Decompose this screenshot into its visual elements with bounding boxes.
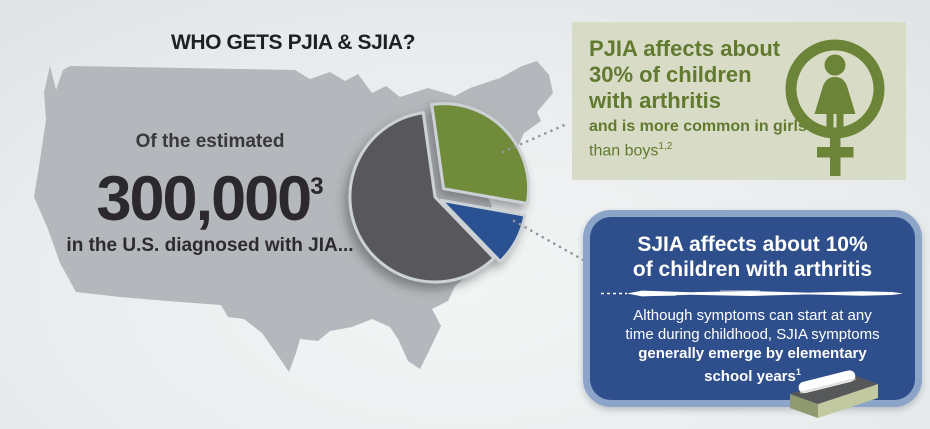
sjia-heading-line1: SJIA affects about 10% — [637, 233, 868, 256]
map-callout-caption: in the U.S. diagnosed with JIA... — [66, 235, 354, 256]
sjia-heading-line2: of children with arthritis — [632, 258, 873, 281]
chalk-eraser-icon — [790, 370, 878, 418]
sjia-callout-box: SJIA affects about 10% of children with … — [583, 210, 922, 407]
pjia-heading-line1: PJIA affects about — [589, 36, 781, 61]
estimated-count-value: 300,000 — [96, 164, 312, 234]
map-callout: Of the estimated 300,0003 in the U.S. di… — [42, 131, 378, 257]
female-symbol-icon — [785, 39, 885, 176]
sjia-body-bold-line2-text: school years — [704, 368, 796, 385]
connector-pjia — [501, 121, 571, 154]
sjia-body-line2: time during childhood, SJIA symptoms — [625, 326, 880, 343]
pie-slice-sjia — [439, 198, 527, 263]
chalk-divider — [600, 290, 903, 297]
page-title: WHO GETS PJIA & SJIA? — [171, 31, 416, 54]
pjia-heading-line3: with arthritis — [589, 88, 722, 113]
estimated-count: 300,0003 — [42, 153, 378, 233]
map-callout-intro: Of the estimated — [135, 131, 285, 152]
pjia-subtext-line2: than boys1,2 — [589, 137, 906, 161]
sjia-body-bold-line2: school years1 — [590, 363, 915, 386]
pie-slice-other — [348, 111, 496, 284]
pjia-subtext-line1: and is more common in girls — [589, 118, 807, 135]
pjia-subtext-superscript: 1,2 — [658, 141, 673, 152]
sjia-heading: SJIA affects about 10% of children with … — [590, 232, 915, 282]
connector-sjia — [512, 219, 587, 263]
pjia-heading: PJIA affects about 30% of children with … — [589, 36, 906, 114]
pie-slice-pjia — [430, 102, 531, 205]
pjia-subtext-line2-text: than boys — [589, 142, 659, 160]
sjia-body-superscript: 1 — [795, 367, 801, 377]
pie-chart — [348, 102, 531, 284]
sjia-body-line1: Although symptoms can start at any — [633, 307, 872, 324]
pjia-heading-line2: 30% of children — [589, 62, 752, 87]
estimated-count-superscript: 3 — [310, 173, 324, 200]
sjia-body-bold-line1: generally emerge by elementary — [638, 345, 867, 362]
